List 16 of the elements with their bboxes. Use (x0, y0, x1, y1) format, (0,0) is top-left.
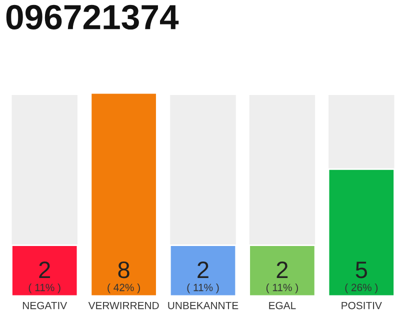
x-tick-label: VERWIRREND (88, 302, 159, 310)
data-label: 2 (276, 262, 288, 278)
data-label: 2 (39, 262, 50, 278)
annotation: ( 11% ) (266, 284, 298, 294)
annotation: ( 11% ) (28, 284, 60, 294)
data-label: 5 (356, 262, 367, 278)
x-tick-label: NEGATIV (22, 302, 68, 310)
annotation: ( 26% ) (345, 284, 378, 294)
chart-title: 096721374 (6, 4, 179, 30)
x-tick-label: UNBEKANNTE (168, 302, 238, 310)
annotation: ( 11% ) (187, 284, 219, 294)
x-tick-label: EGAL (269, 302, 296, 310)
annotation: ( 42% ) (108, 284, 140, 294)
x-tick-label: POSITIV (342, 302, 382, 310)
data-label: 2 (198, 262, 208, 278)
data-label: 8 (118, 262, 130, 278)
